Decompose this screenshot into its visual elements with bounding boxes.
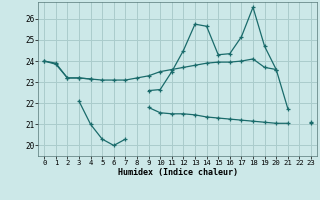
X-axis label: Humidex (Indice chaleur): Humidex (Indice chaleur)	[118, 168, 238, 177]
